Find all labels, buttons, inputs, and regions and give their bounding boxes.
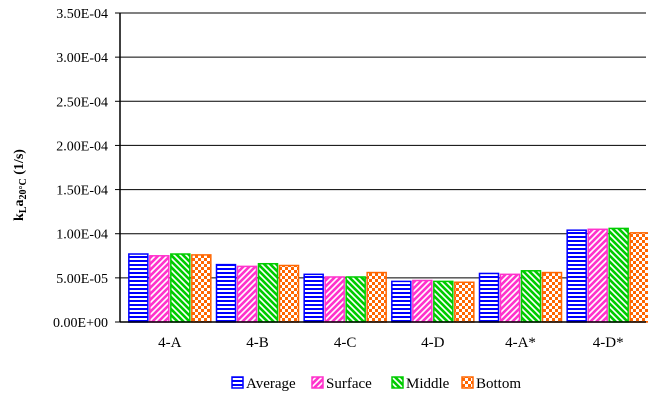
legend-swatch [461,376,474,389]
bar-middle-4-b [257,262,279,323]
legend-swatch [231,376,244,389]
x-tick-label: 4-C [334,335,357,351]
legend-swatch [311,376,324,389]
bar-bottom-4-astar [541,271,563,323]
y-tick-label: 2.50E-04 [56,95,108,110]
bar-middle-4-d [433,280,454,323]
bar-middle-4-dstar [608,227,629,323]
bar-bottom-4-a [191,254,212,323]
legend-item-bottom: Bottom [461,376,521,392]
x-tick-label: 4-A* [505,335,536,351]
bar-surface-4-b [236,265,258,323]
bar-surface-4-a [149,255,170,323]
y-tick-label: 0.00E+00 [53,316,108,331]
y-tick-label: 5.00E-05 [56,272,108,287]
bar-bottom-4-c [366,271,387,323]
x-tick-label: 4-D [421,335,444,351]
x-tick-label: 4-B [246,335,269,351]
legend-swatch [391,376,404,389]
legend-item-surface: Surface [311,376,372,392]
bar-middle-4-a [170,253,191,323]
bars [128,227,648,323]
bar-surface-4-d [412,279,433,323]
bar-bottom-4-dstar [629,232,648,323]
legend-label: Average [246,376,296,392]
legend-label: Middle [406,376,450,392]
legend: Average Surface Middle Bottom [231,376,521,392]
y-tick-label: 1.50E-04 [56,184,108,199]
bar-average-4-c [303,273,324,323]
axes [119,13,646,323]
legend-item-average: Average [231,376,296,392]
bar-bottom-4-b [278,264,300,323]
bar-average-4-astar [478,272,500,323]
y-axis-title: kLa20°C (1/s) [12,149,29,221]
bar-middle-4-c [345,276,366,323]
bar-average-4-d [391,280,412,323]
bar-surface-4-astar [499,273,521,323]
bar-middle-4-astar [520,270,542,323]
y-tick-label: 3.00E-04 [56,51,108,66]
bar-average-4-b [215,263,237,323]
y-tick-labels: 0.00E+00 5.00E-05 1.00E-04 1.50E-04 2.00E-04… [53,7,108,331]
bar-bottom-4-d [454,281,475,323]
category-labels: 4-A 4-B 4-C 4-D 4-A* 4-D* [158,335,623,351]
x-tick-label: 4-A [158,335,181,351]
bar-surface-4-dstar [587,228,608,323]
legend-label: Surface [326,376,372,392]
x-tick-label: 4-D* [593,335,624,351]
bar-average-4-a [128,253,149,323]
legend-item-middle: Middle [391,376,450,392]
y-tick-label: 2.00E-04 [56,139,108,154]
y-tick-label: 3.50E-04 [56,7,108,22]
bar-average-4-dstar [566,229,587,323]
legend-label: Bottom [476,376,521,392]
y-tick-label: 1.00E-04 [56,228,108,243]
bar-surface-4-c [324,276,345,323]
